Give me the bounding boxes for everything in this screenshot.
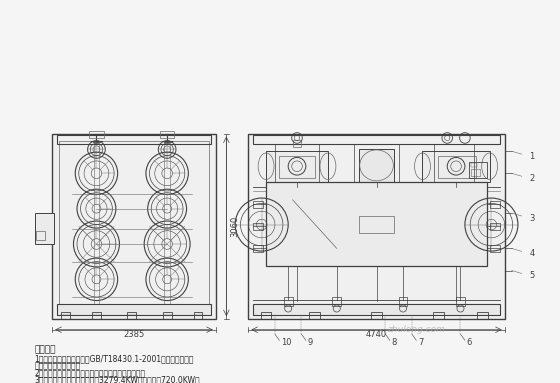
Bar: [52, 134, 216, 319]
Bar: [359, 216, 394, 233]
Bar: [438, 155, 475, 178]
Bar: [160, 131, 174, 138]
Bar: [253, 135, 500, 144]
Bar: [333, 297, 341, 306]
Text: 10: 10: [281, 337, 292, 347]
Text: 3: 3: [529, 214, 535, 223]
Bar: [57, 135, 211, 144]
Bar: [433, 312, 444, 319]
Text: 技术要求: 技术要求: [35, 345, 56, 355]
Bar: [456, 297, 465, 306]
Bar: [471, 169, 480, 176]
Bar: [59, 141, 209, 312]
Bar: [90, 131, 104, 138]
Text: 4: 4: [529, 249, 535, 258]
Bar: [359, 149, 394, 182]
Bar: [309, 312, 320, 319]
Bar: [422, 151, 489, 182]
Bar: [471, 163, 477, 167]
Text: zhulong.com: zhulong.com: [388, 325, 445, 334]
Bar: [253, 201, 263, 208]
Bar: [293, 140, 301, 147]
Bar: [253, 223, 263, 230]
Text: 2、装配及调试应按照对应的《装配工艺过程卡片》；: 2、装配及调试应按照对应的《装配工艺过程卡片》；: [35, 368, 146, 378]
Text: 2: 2: [529, 174, 535, 183]
Bar: [249, 134, 505, 319]
Bar: [35, 213, 54, 244]
Bar: [163, 312, 171, 319]
Bar: [92, 312, 101, 319]
Text: 1、设计制造和验收应符合GB/T18430.1-2001《蒸汽压缩循环: 1、设计制造和验收应符合GB/T18430.1-2001《蒸汽压缩循环: [35, 354, 194, 363]
Text: 6: 6: [466, 337, 472, 347]
Bar: [266, 182, 487, 266]
Bar: [279, 155, 315, 178]
Text: 1: 1: [529, 152, 535, 161]
Text: 8: 8: [391, 337, 397, 347]
Bar: [469, 162, 487, 178]
Text: 冷水（热泵）机组》；: 冷水（热泵）机组》；: [35, 362, 81, 370]
Bar: [253, 245, 263, 252]
Bar: [261, 312, 272, 319]
Text: 5: 5: [529, 271, 535, 280]
Bar: [57, 304, 211, 315]
Bar: [266, 151, 328, 182]
Bar: [61, 312, 70, 319]
Text: 9: 9: [307, 337, 313, 347]
Bar: [489, 223, 500, 230]
Bar: [253, 304, 500, 315]
Text: 7: 7: [418, 337, 423, 347]
Text: 3060: 3060: [231, 216, 240, 237]
Bar: [127, 312, 136, 319]
Bar: [477, 312, 488, 319]
Bar: [399, 297, 408, 306]
Bar: [489, 201, 500, 208]
Bar: [284, 297, 293, 306]
Bar: [489, 245, 500, 252]
Text: 4740: 4740: [366, 330, 387, 339]
Bar: [371, 312, 382, 319]
Text: 2385: 2385: [123, 330, 144, 339]
Text: 3、主要技术性能参数：制冷量3279.4KW，输入功率720.0KW。: 3、主要技术性能参数：制冷量3279.4KW，输入功率720.0KW。: [35, 376, 200, 383]
Bar: [194, 312, 203, 319]
Bar: [36, 231, 45, 240]
